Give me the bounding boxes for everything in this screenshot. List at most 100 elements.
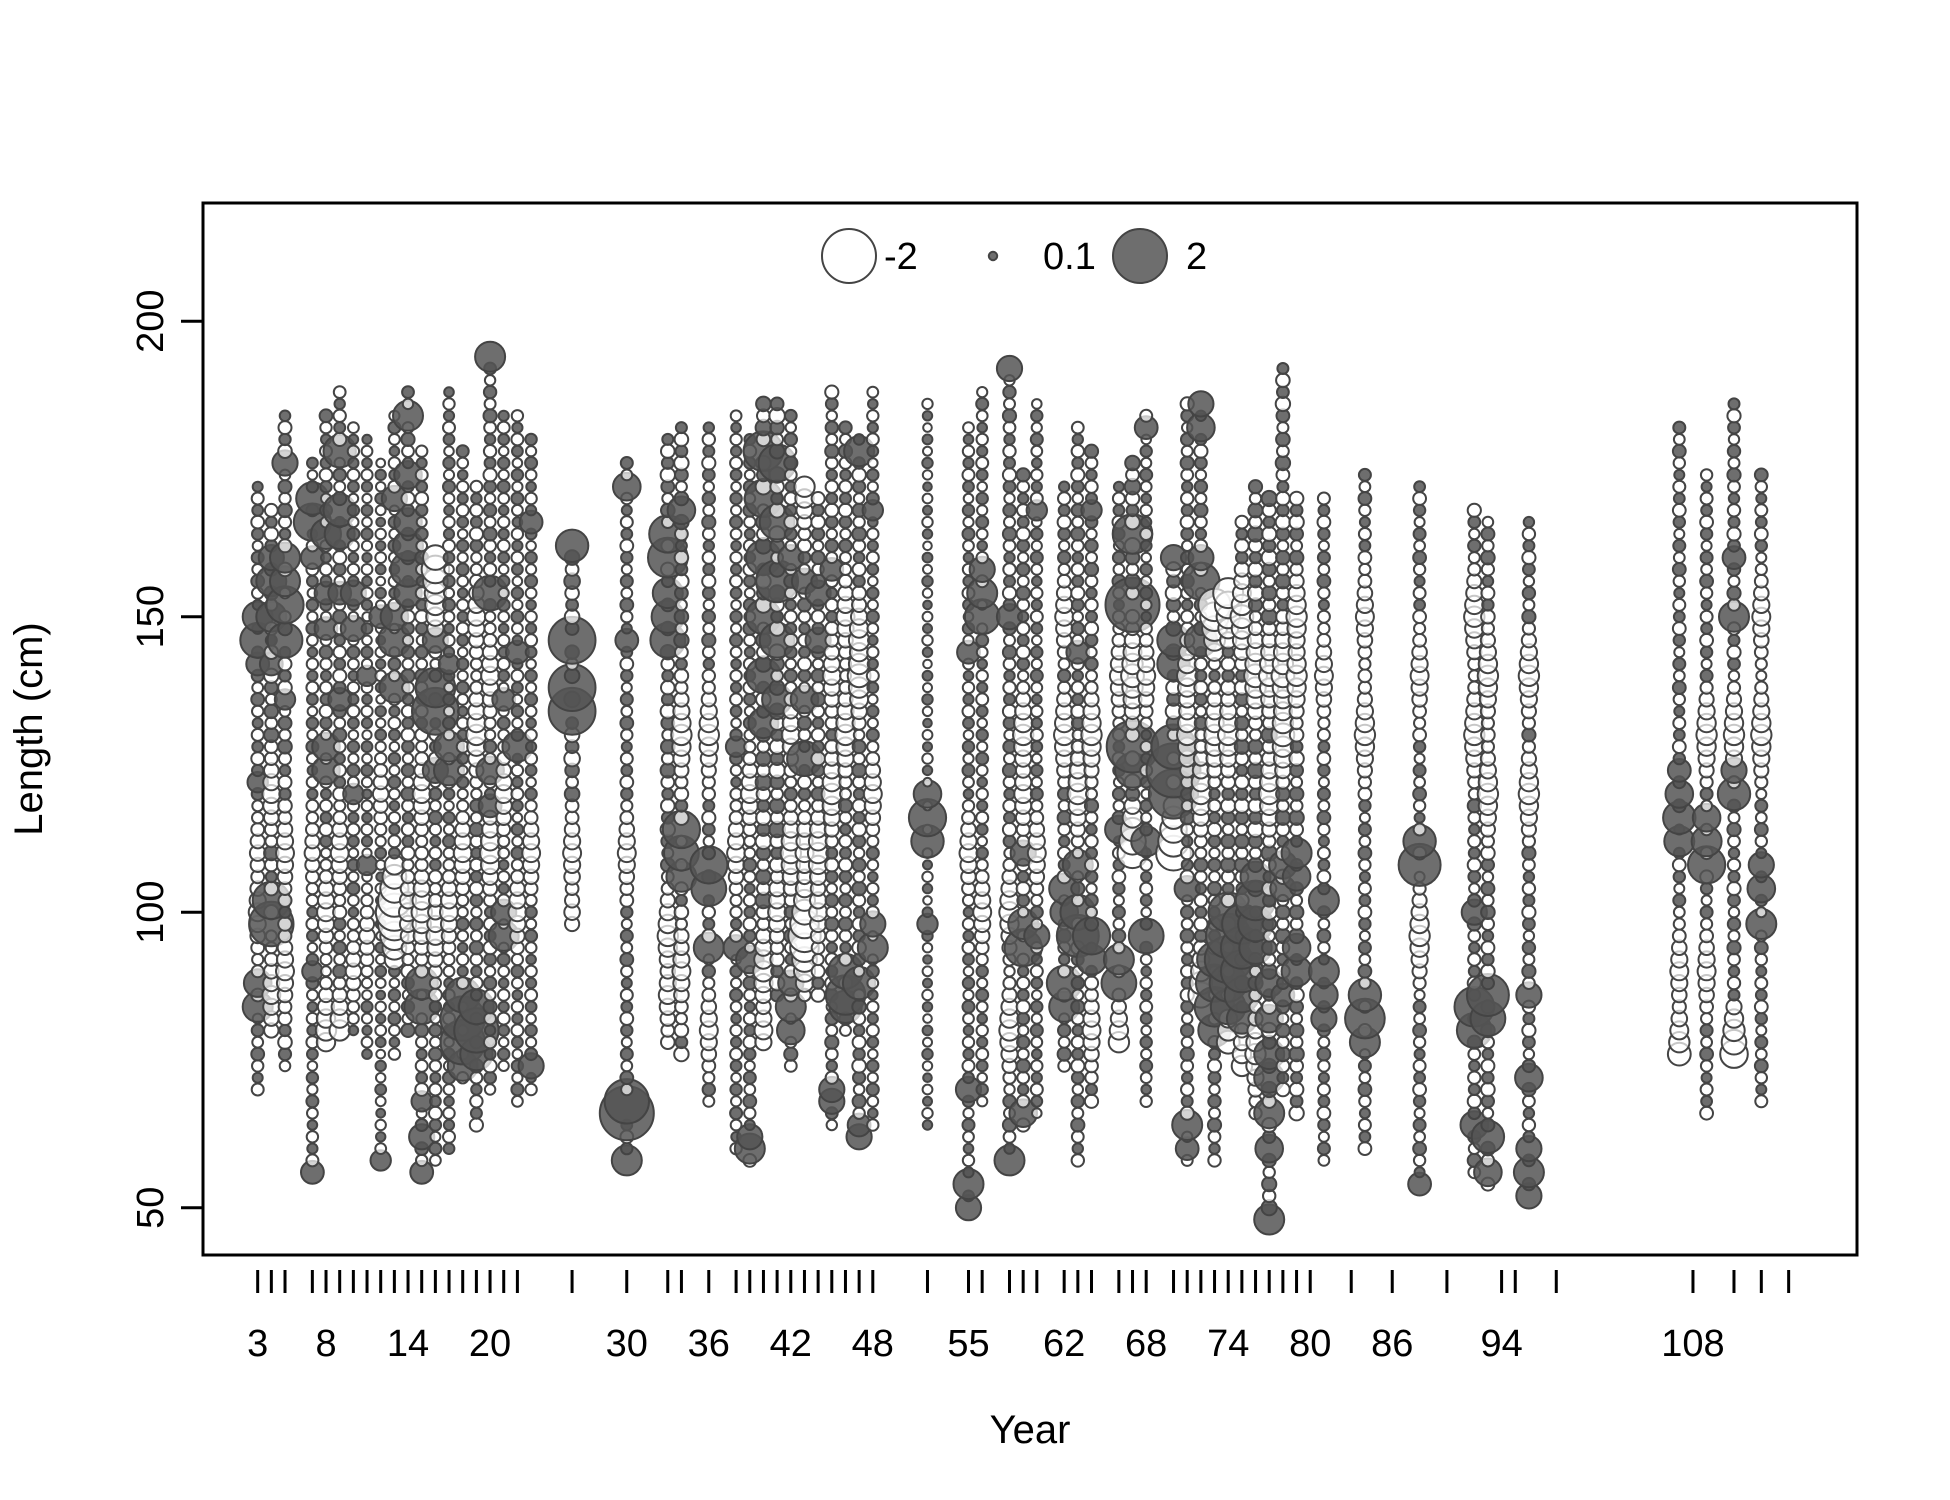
bubble — [1357, 1058, 1372, 1073]
bubble — [1002, 657, 1017, 671]
bubble — [784, 622, 798, 635]
bubble — [620, 669, 634, 683]
bubble — [482, 467, 498, 483]
bubble — [1071, 1142, 1085, 1155]
bubble — [702, 503, 716, 517]
bubble — [1754, 1035, 1769, 1050]
bubble — [838, 562, 853, 577]
bubble — [1753, 999, 1769, 1015]
bubble — [1358, 799, 1372, 813]
bubble — [701, 645, 716, 660]
bubble — [729, 456, 744, 470]
bubble — [1017, 551, 1030, 564]
bubble — [922, 599, 933, 611]
bubble — [921, 634, 934, 647]
bubble — [511, 457, 524, 469]
bubble — [1070, 975, 1086, 991]
bubble — [1030, 976, 1044, 990]
bubble — [1672, 905, 1686, 919]
bubble — [797, 799, 812, 813]
bubble — [921, 433, 934, 446]
bubble — [975, 491, 989, 506]
bubble — [1180, 822, 1195, 837]
bubble — [1207, 798, 1222, 813]
bubble — [278, 432, 292, 447]
bubble — [1235, 763, 1249, 777]
bubble — [1699, 573, 1714, 589]
bubble — [400, 822, 416, 837]
x-tick-label: 62 — [1043, 1323, 1085, 1365]
bubble — [1672, 610, 1686, 624]
bubble — [1180, 1059, 1195, 1073]
bubble — [333, 799, 347, 813]
bubble — [755, 395, 772, 413]
bubble — [1755, 551, 1768, 564]
bubble — [443, 1095, 455, 1108]
bubble — [1480, 940, 1496, 956]
bubble — [729, 669, 743, 683]
x-tick-label: 80 — [1289, 1323, 1331, 1365]
bubble — [866, 1094, 880, 1108]
bubble — [866, 1071, 879, 1084]
bubble — [414, 1082, 430, 1097]
bubble — [922, 540, 933, 552]
bubble — [866, 586, 880, 600]
bubble — [1413, 1107, 1426, 1120]
bubble — [674, 539, 688, 553]
bubble — [1003, 965, 1016, 978]
year-10-bubbles — [339, 421, 367, 1037]
bubble — [1139, 527, 1154, 541]
bubble — [415, 1071, 429, 1085]
bubble — [1480, 1117, 1496, 1133]
bubble — [442, 409, 456, 422]
bubble — [1030, 763, 1044, 778]
bubble — [1207, 1153, 1222, 1168]
bubble — [1138, 632, 1154, 648]
bubble — [428, 893, 443, 908]
bubble — [1016, 1011, 1031, 1026]
bubble — [1699, 680, 1714, 695]
bubble — [852, 574, 866, 588]
bubble — [497, 409, 510, 422]
bubble — [1727, 669, 1741, 682]
bubble — [278, 527, 292, 541]
bubble — [824, 397, 839, 411]
bubble — [347, 729, 360, 741]
bubble — [1700, 622, 1713, 635]
bubble — [360, 1035, 374, 1049]
bubble — [347, 716, 360, 730]
bubble — [921, 906, 934, 919]
bubble — [456, 952, 470, 967]
bubble — [414, 1023, 430, 1038]
bubble — [456, 646, 469, 659]
bubble — [743, 1000, 756, 1013]
bubble — [1357, 904, 1373, 920]
bubble — [1030, 717, 1043, 730]
x-tick-label: 86 — [1371, 1323, 1413, 1365]
bubble — [1290, 775, 1304, 789]
bubble — [1672, 728, 1686, 742]
bubble — [729, 515, 744, 530]
bubble — [456, 787, 469, 801]
bubble — [975, 728, 989, 742]
bubble — [851, 798, 867, 814]
bubble — [456, 906, 469, 919]
bubble — [839, 492, 852, 505]
bubble — [921, 882, 934, 895]
x-axis-label: Year — [990, 1408, 1071, 1452]
bubble — [511, 989, 524, 1001]
bubble — [743, 1059, 756, 1072]
bubble — [497, 988, 511, 1002]
bubble — [346, 740, 361, 754]
bubble — [1275, 904, 1291, 921]
bubble — [1358, 953, 1372, 966]
bubble — [1083, 1093, 1100, 1109]
bubble — [483, 551, 497, 564]
bubble — [442, 787, 456, 801]
bubble — [442, 420, 456, 435]
bubble — [1180, 1094, 1194, 1108]
bubble — [1207, 1129, 1222, 1144]
bubble — [851, 585, 867, 601]
bubble — [922, 895, 933, 906]
bubble — [428, 869, 443, 885]
